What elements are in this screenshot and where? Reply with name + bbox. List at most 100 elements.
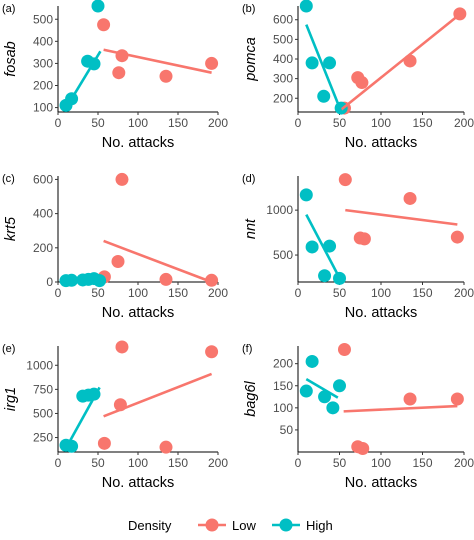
point-high: [317, 89, 331, 103]
legend: Density Low High: [128, 518, 333, 533]
fit-line-low: [103, 372, 213, 418]
legend-low-marker: [205, 518, 219, 532]
fit-line-high: [64, 386, 101, 449]
point-low: [337, 343, 351, 357]
x-tick-label: 200: [454, 286, 474, 300]
x-tick-label: 100: [128, 456, 148, 470]
fit-line-high: [305, 214, 343, 282]
x-tick-label: 150: [412, 116, 432, 130]
fit-line-high: [64, 50, 102, 109]
y-axis-title: irg1: [3, 387, 19, 411]
y-tick-label: 300: [273, 72, 293, 86]
x-tick-label: 50: [333, 456, 347, 470]
x-tick-label: 200: [454, 456, 474, 470]
panel-krt5: 0 50 100 150 200 0 200 400 600 No. attacks krt5 (c): [2, 172, 228, 321]
fit-line-low: [343, 404, 458, 413]
x-tick-label: 0: [55, 456, 62, 470]
panel-tag: (a): [2, 3, 15, 15]
y-tick-label: 750: [33, 382, 53, 396]
y-tick-label: 200: [273, 91, 293, 105]
y-tick-label: 0: [46, 275, 53, 289]
x-tick-label: 200: [208, 286, 228, 300]
y-tick-label: 250: [33, 431, 53, 445]
point-high: [305, 56, 319, 70]
panel-tag: (b): [242, 3, 255, 15]
point-high: [318, 269, 332, 283]
x-tick-label: 0: [295, 116, 302, 130]
y-axis-title: pomca: [243, 37, 259, 82]
point-low: [450, 392, 464, 406]
legend-low-label: Low: [232, 518, 256, 533]
panel-nnt: 0 50 100 150 200 500 1000 No. attacks nnt (d): [242, 173, 474, 321]
panel-tag: (f): [242, 343, 252, 355]
point-low: [403, 191, 417, 205]
panel-fosab: 0 50 100 150 200 100 200 300 400 500 No. attacks fo…: [2, 0, 228, 151]
x-tick-label: 150: [168, 116, 188, 130]
x-axis-title: No. attacks: [102, 305, 175, 321]
x-axis-title: No. attacks: [345, 135, 418, 151]
point-high: [299, 0, 313, 13]
fit-line-low: [345, 208, 458, 226]
x-tick-label: 100: [128, 286, 148, 300]
point-low: [450, 230, 464, 244]
x-tick-label: 150: [168, 286, 188, 300]
x-tick-label: 150: [412, 286, 432, 300]
x-tick-label: 200: [208, 116, 228, 130]
x-axis-title: No. attacks: [102, 135, 175, 151]
point-low: [159, 272, 173, 286]
point-low: [115, 172, 129, 186]
y-tick-label: 200: [33, 241, 53, 255]
x-tick-label: 100: [371, 456, 391, 470]
point-low: [355, 76, 369, 90]
x-tick-label: 0: [55, 116, 62, 130]
point-low: [112, 66, 126, 80]
fit-line-high: [65, 276, 100, 284]
point-low: [97, 18, 111, 32]
x-tick-label: 50: [91, 116, 105, 130]
fit-line-high: [305, 24, 343, 113]
point-low: [205, 56, 219, 70]
y-tick-label: 500: [33, 12, 53, 26]
legend-high-marker: [279, 518, 293, 532]
y-tick-label: 400: [273, 52, 293, 66]
y-tick-label: 600: [33, 172, 53, 186]
point-high: [323, 56, 337, 70]
y-tick-label: 1000: [26, 358, 53, 372]
y-tick-label: 500: [273, 248, 293, 262]
x-tick-label: 100: [371, 286, 391, 300]
fit-line-low: [340, 13, 461, 111]
fit-line-low: [103, 48, 212, 74]
y-tick-label: 200: [273, 357, 293, 371]
panel-tag: (d): [242, 173, 255, 185]
y-tick-label: 100: [33, 101, 53, 115]
x-tick-label: 0: [295, 456, 302, 470]
x-tick-label: 50: [91, 286, 105, 300]
point-low: [338, 173, 352, 187]
x-tick-label: 100: [128, 116, 148, 130]
point-high: [326, 401, 340, 415]
point-low: [159, 69, 173, 83]
y-tick-label: 200: [33, 79, 53, 93]
point-high: [318, 390, 332, 404]
y-tick-label: 600: [273, 13, 293, 27]
legend-title: Density: [128, 518, 172, 533]
x-tick-label: 150: [168, 456, 188, 470]
x-tick-label: 100: [371, 116, 391, 130]
y-tick-label: 400: [33, 34, 53, 48]
panel-pomca: 0 50 100 150 200 200 300 400 500 600 No. attacks po…: [242, 0, 474, 151]
point-high: [333, 379, 346, 393]
fit-line-low: [103, 239, 213, 284]
y-axis-title: fosab: [3, 41, 19, 76]
x-axis-title: No. attacks: [102, 475, 175, 491]
panel-tag: (e): [2, 343, 15, 355]
y-axis-title: bag6l: [243, 380, 259, 416]
point-high: [299, 188, 313, 202]
x-tick-label: 50: [333, 116, 347, 130]
x-tick-label: 50: [91, 456, 105, 470]
y-tick-label: 500: [33, 406, 53, 420]
y-tick-label: 100: [273, 401, 293, 415]
point-low: [403, 392, 417, 406]
point-low: [357, 232, 371, 246]
